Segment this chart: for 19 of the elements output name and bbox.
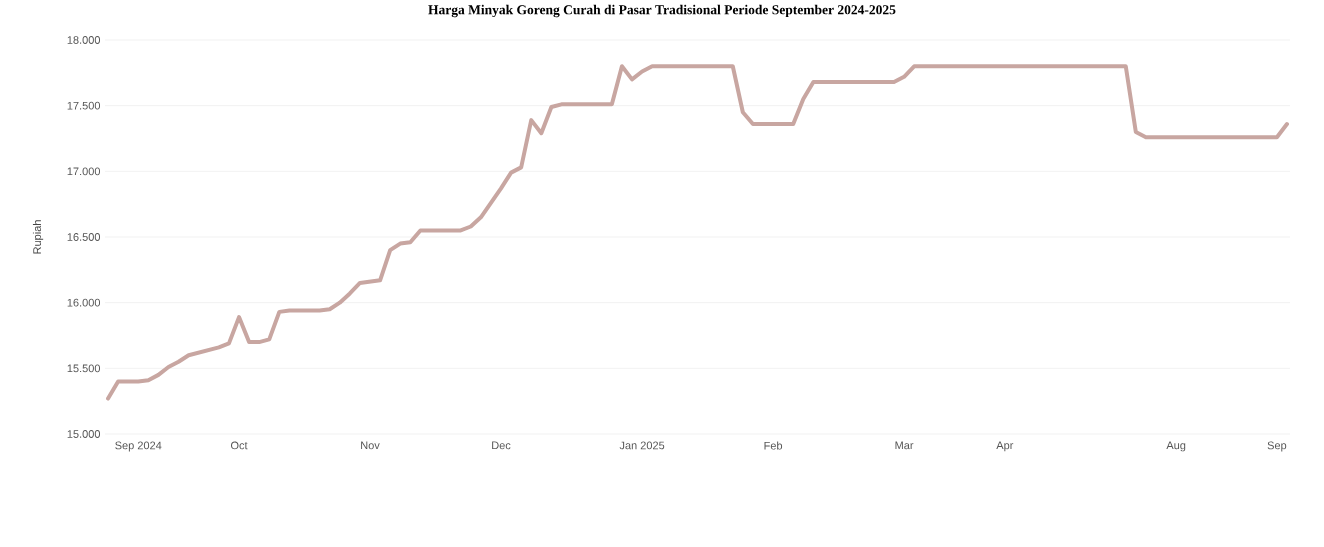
x-tick-label: Mar xyxy=(895,441,914,450)
y-tick-label: 16.500 xyxy=(67,233,101,241)
x-tick-label: Sep 2024 xyxy=(115,441,162,452)
x-tick-label: Feb xyxy=(764,441,783,450)
y-tick-label: 15.000 xyxy=(67,430,101,438)
chart-title: Harga Minyak Goreng Curah di Pasar Tradisional Periode September 2024-2025 xyxy=(428,4,896,18)
x-tick-label: Sep xyxy=(1267,441,1287,452)
x-tick-label: Aug xyxy=(1166,441,1186,452)
x-tick-label: Nov xyxy=(361,441,380,450)
x-tick-label: Oct xyxy=(230,441,248,450)
x-tick-label: Jan 2025 xyxy=(619,441,665,450)
y-axis-title: Rupiah xyxy=(32,220,44,254)
y-tick-label: 18.000 xyxy=(67,36,101,44)
y-tick-label: 16.000 xyxy=(67,298,101,307)
y-tick-label: 17.000 xyxy=(67,167,101,176)
x-tick-label: Dec xyxy=(492,441,511,450)
x-tick-label: Apr xyxy=(996,441,1014,452)
y-tick-label: 15.500 xyxy=(67,364,101,373)
y-tick-label: 17.500 xyxy=(67,101,101,110)
